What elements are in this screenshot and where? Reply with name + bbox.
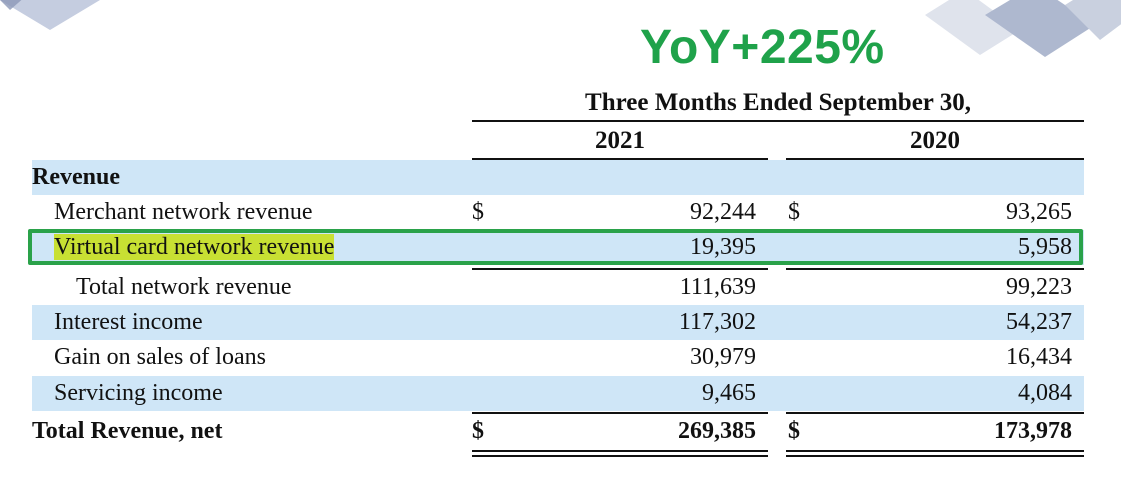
value-2021: 111,639 — [679, 274, 756, 300]
value-2020: 16,434 — [1006, 344, 1072, 370]
value-2021: 92,244 — [690, 199, 756, 225]
double-rule-2021-top — [472, 450, 768, 452]
dollar-sign: $ — [472, 199, 484, 225]
value-2020: 99,223 — [1006, 274, 1072, 300]
table-row: Merchant network revenue $ 92,244 $ 93,2… — [32, 195, 1084, 230]
yoy-headline: YoY+225% — [640, 21, 885, 74]
total-rule-2021 — [472, 412, 768, 414]
double-rule-2020-top — [786, 450, 1084, 452]
value-2020: 54,237 — [1006, 309, 1072, 335]
value-2020: 93,265 — [1006, 199, 1072, 225]
value-2021: 117,302 — [678, 309, 756, 335]
year-header-2021: 2021 — [472, 124, 768, 160]
value-2021: 30,979 — [690, 344, 756, 370]
row-label: Total network revenue — [76, 274, 292, 300]
total-value-2020: 173,978 — [994, 418, 1072, 444]
total-label: Total Revenue, net — [32, 418, 223, 444]
value-2021: 19,395 — [690, 234, 756, 260]
row-label: Gain on sales of loans — [54, 344, 266, 370]
table-row-highlighted: Virtual card network revenue 19,395 5,95… — [32, 230, 1084, 265]
dollar-sign: $ — [788, 199, 800, 225]
row-label: Interest income — [54, 309, 203, 335]
row-label: Merchant network revenue — [54, 199, 313, 225]
row-label-highlighted: Virtual card network revenue — [54, 230, 335, 265]
table-row: Total network revenue 111,639 99,223 — [32, 270, 1084, 305]
subtotal-rule-2021 — [472, 268, 768, 270]
double-rule-2021-bottom — [472, 455, 768, 457]
subtotal-rule-2020 — [786, 268, 1084, 270]
corner-decoration-left — [0, 0, 100, 30]
total-value-2021: 269,385 — [678, 418, 756, 444]
dollar-sign: $ — [788, 418, 800, 444]
row-label: Servicing income — [54, 380, 223, 406]
value-2021: 9,465 — [702, 380, 756, 406]
table-row: Gain on sales of loans 30,979 16,434 — [32, 340, 1084, 375]
section-row-revenue: Revenue — [32, 160, 1084, 195]
dollar-sign: $ — [472, 418, 484, 444]
corner-decoration-right — [925, 0, 1121, 57]
highlighted-text: Virtual card network revenue — [54, 234, 335, 260]
table-row: Interest income 117,302 54,237 — [32, 305, 1084, 340]
table-row: Servicing income 9,465 4,084 — [32, 376, 1084, 411]
section-label: Revenue — [32, 164, 120, 190]
total-rule-2020 — [786, 412, 1084, 414]
double-rule-2020-bottom — [786, 455, 1084, 457]
year-header-2020: 2020 — [786, 124, 1084, 160]
period-header: Three Months Ended September 30, — [472, 86, 1084, 122]
total-row: Total Revenue, net $ 269,385 $ 173,978 — [32, 414, 1084, 449]
value-2020: 5,958 — [1018, 234, 1072, 260]
value-2020: 4,084 — [1018, 380, 1072, 406]
highlight-box — [28, 229, 1083, 265]
